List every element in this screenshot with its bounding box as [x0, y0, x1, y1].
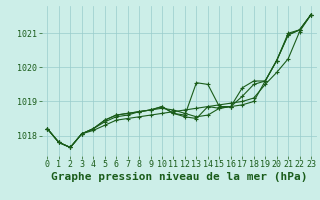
X-axis label: Graphe pression niveau de la mer (hPa): Graphe pression niveau de la mer (hPa): [51, 172, 308, 182]
